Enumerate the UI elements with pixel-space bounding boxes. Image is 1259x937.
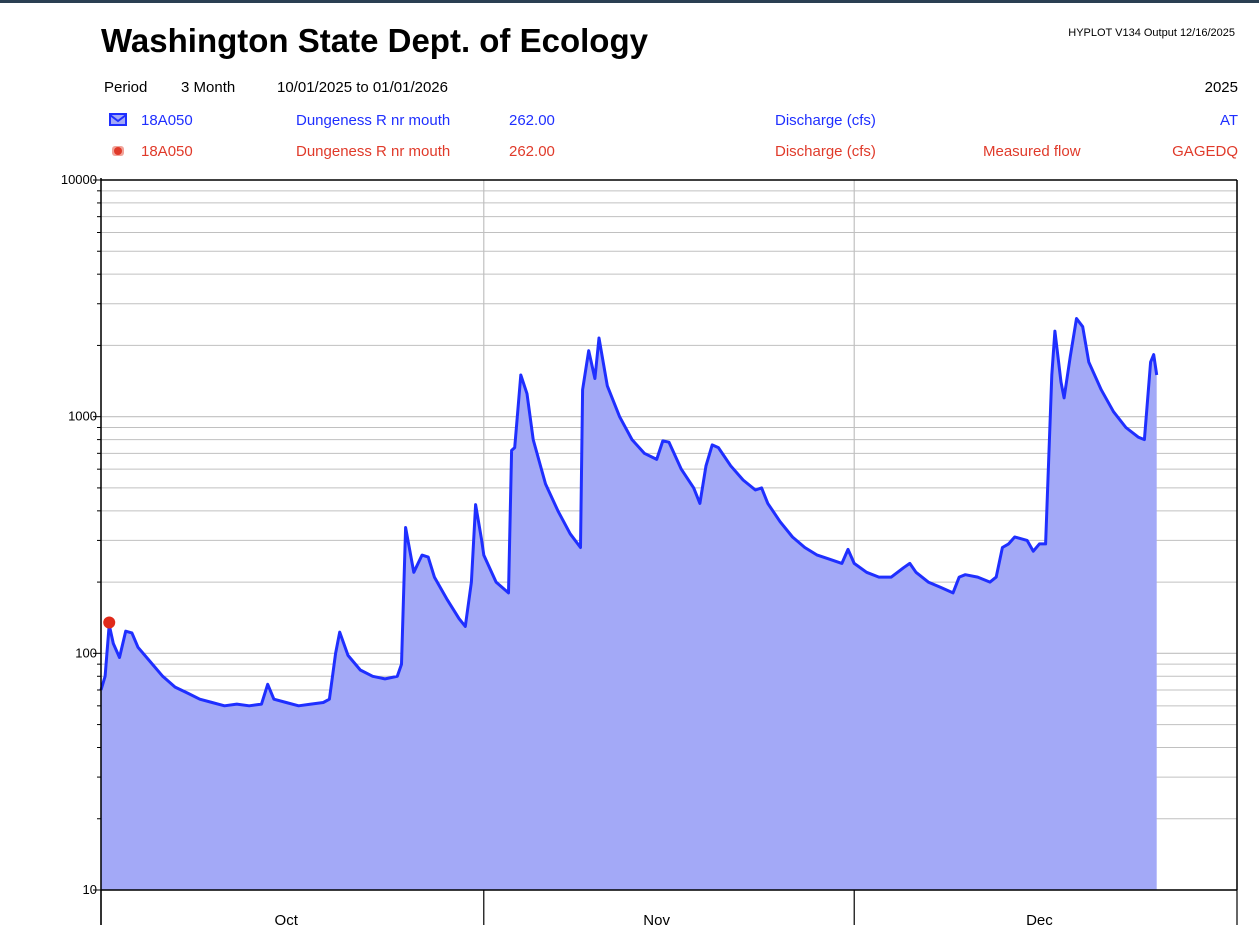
x-month-label: Dec (1026, 912, 1053, 929)
y-tick-label: 10 (83, 882, 97, 897)
x-month-label: Nov (643, 912, 670, 929)
y-tick-label: 1000 (68, 409, 97, 424)
legend-value-1: 262.00 (509, 112, 555, 129)
legend-code-2: GAGEDQ (1172, 143, 1238, 160)
discharge-area (101, 318, 1157, 890)
legend-name-2: Dungeness R nr mouth (296, 143, 451, 160)
period-label: Period (104, 79, 148, 96)
legend-note-2: Measured flow (983, 143, 1081, 160)
axis-labels: 10 100 1000 10000 Oct Nov Dec (61, 172, 1053, 929)
year-label: 2025 (1204, 79, 1238, 96)
series-line-discharge (99, 317, 1159, 708)
line-series-icon (109, 112, 129, 128)
legend-param-2: Discharge (cfs) (775, 143, 876, 160)
output-stamp: HYPLOT V134 Output 12/16/2025 (1068, 27, 1235, 39)
chart-title: Washington State Dept. of Ecology (101, 22, 648, 59)
legend-value-2: 262.00 (509, 143, 555, 160)
measured-flow-point (103, 616, 116, 629)
series-area-fill (101, 318, 1157, 890)
y-tick-label: 100 (75, 645, 97, 660)
legend-code-1: AT (1219, 112, 1238, 129)
axes (93, 178, 1238, 925)
period-value: 3 Month (181, 79, 236, 96)
date-range: 10/01/2025 to 01/01/2026 (277, 79, 448, 96)
legend-name-1: Dungeness R nr mouth (296, 112, 451, 129)
series-marks (99, 317, 1159, 708)
window-top-border (0, 0, 1259, 3)
legend-param-1: Discharge (cfs) (775, 112, 876, 129)
y-tick-label: 10000 (61, 172, 97, 187)
legend-site-1: 18A050 (141, 112, 193, 129)
legend-site-2: 18A050 (141, 143, 193, 160)
x-month-label: Oct (275, 912, 299, 929)
point-series-icon (110, 143, 130, 159)
